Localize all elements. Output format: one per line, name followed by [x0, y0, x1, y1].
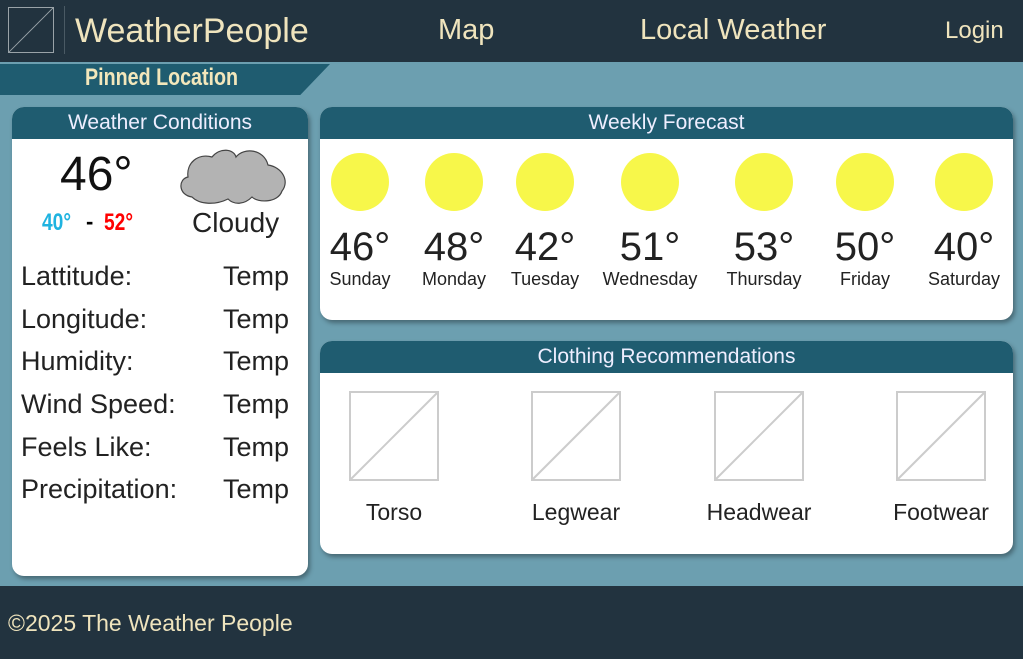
weather-conditions-card: Weather Conditions 46° 40° - 52° Cloudy …: [12, 107, 308, 576]
day-name: Thursday: [726, 269, 802, 289]
sun-icon: [516, 153, 574, 211]
image-placeholder-icon: [531, 391, 621, 481]
nav-map[interactable]: Map: [438, 14, 495, 46]
sun-icon: [735, 153, 793, 211]
detail-row: Lattitude: Temp: [21, 261, 301, 292]
day-temp: 46°: [329, 225, 391, 269]
condition-label: Cloudy: [192, 207, 280, 238]
detail-value: Temp: [223, 389, 290, 419]
detail-row: Humidity: Temp: [21, 346, 301, 377]
day-name: Tuesday: [510, 269, 580, 289]
day-temp: 42°: [514, 225, 576, 269]
detail-row: Wind Speed: Temp: [21, 389, 301, 420]
detail-value: Temp: [223, 474, 290, 504]
top-nav: WeatherPeople Map Local Weather Login: [0, 0, 1023, 62]
pinned-location-label: Pinned Location: [85, 64, 239, 91]
detail-row: Feels Like: Temp: [21, 432, 301, 463]
clothing-label: Footwear: [893, 499, 989, 525]
card-title: Weekly Forecast: [320, 107, 1013, 139]
detail-label: Wind Speed:: [21, 389, 176, 419]
forecast-day: 50° Friday: [810, 147, 920, 290]
forecast-day: 48° Monday: [399, 147, 509, 290]
clothing-recommendations-card: Clothing Recommendations Torso Legwear H…: [320, 341, 1013, 554]
clothing-label: Headwear: [706, 499, 812, 525]
detail-label: Longitude:: [21, 304, 148, 334]
clothing-item[interactable]: Legwear: [496, 391, 656, 526]
day-temp: 40°: [933, 225, 995, 269]
card-title: Clothing Recommendations: [320, 341, 1013, 373]
nav-local-weather[interactable]: Local Weather: [640, 14, 827, 46]
clothing-label: Legwear: [531, 499, 621, 525]
forecast-day: 42° Tuesday: [490, 147, 600, 290]
sun-icon: [935, 153, 993, 211]
day-temp: 53°: [733, 225, 795, 269]
pinned-location-banner: Pinned Location: [0, 64, 330, 95]
image-placeholder-icon: [896, 391, 986, 481]
forecast-day: 53° Thursday: [709, 147, 819, 290]
detail-label: Precipitation:: [21, 474, 178, 504]
card-title: Weather Conditions: [12, 107, 308, 139]
footer: ©2025 The Weather People: [0, 586, 1023, 659]
high-temp: 52°: [104, 209, 134, 236]
detail-row: Precipitation: Temp: [21, 474, 301, 505]
forecast-day: 51° Wednesday: [595, 147, 705, 290]
logo-placeholder-icon[interactable]: [8, 7, 54, 53]
image-placeholder-icon: [714, 391, 804, 481]
day-name: Sunday: [329, 269, 391, 289]
low-temp: 40°: [42, 209, 72, 236]
image-placeholder-icon: [349, 391, 439, 481]
clothing-item[interactable]: Headwear: [679, 391, 839, 526]
day-temp: 50°: [834, 225, 896, 269]
sun-icon: [425, 153, 483, 211]
day-temp: 48°: [423, 225, 485, 269]
detail-label: Feels Like:: [21, 432, 152, 462]
day-name: Saturday: [927, 269, 1001, 289]
sun-icon: [836, 153, 894, 211]
clothing-item[interactable]: Torso: [320, 391, 474, 526]
detail-value: Temp: [223, 304, 290, 334]
day-name: Wednesday: [602, 269, 698, 289]
weekly-forecast-card: Weekly Forecast 46° Sunday 48° Monday 42° T…: [320, 107, 1013, 320]
clothing-label: Torso: [365, 499, 423, 525]
cloud-icon: [180, 149, 286, 204]
current-temp: 46°: [60, 148, 133, 201]
clothing-item[interactable]: Footwear: [861, 391, 1013, 526]
forecast-day: 40° Saturday: [909, 147, 1013, 290]
detail-value: Temp: [223, 346, 290, 376]
copyright: ©2025 The Weather People: [8, 610, 293, 636]
divider: [64, 6, 65, 54]
detail-label: Lattitude:: [21, 261, 133, 291]
login-link[interactable]: Login: [945, 17, 1004, 44]
sun-icon: [331, 153, 389, 211]
day-temp: 51°: [619, 225, 681, 269]
day-name: Monday: [421, 269, 487, 289]
range-separator: -: [86, 209, 94, 234]
detail-label: Humidity:: [21, 346, 134, 376]
day-name: Friday: [839, 269, 890, 289]
sun-icon: [621, 153, 679, 211]
brand-name[interactable]: WeatherPeople: [75, 12, 309, 50]
detail-value: Temp: [223, 261, 290, 291]
detail-value: Temp: [223, 432, 290, 462]
forecast-day: 46° Sunday: [320, 147, 415, 290]
detail-row: Longitude: Temp: [21, 304, 301, 335]
